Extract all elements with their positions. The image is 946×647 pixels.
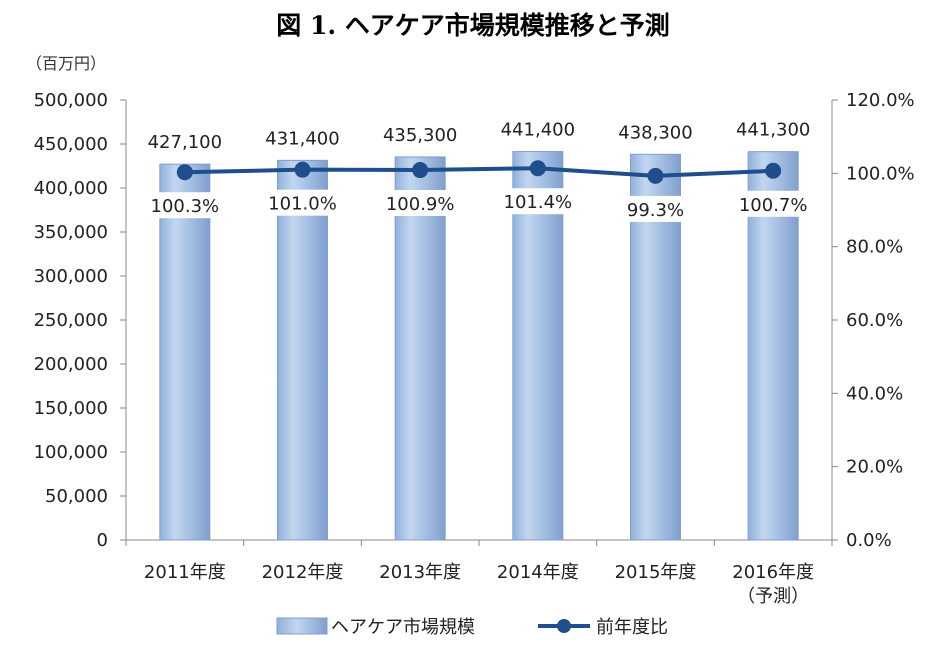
bar: [159, 163, 211, 541]
y-left-tick-label: 300,000: [34, 266, 108, 287]
line-label-bg: [624, 195, 687, 222]
legend-group: ヘアケア市場規模 前年度比: [276, 617, 668, 638]
bar-data-label: 441,400: [501, 120, 575, 141]
line-labels-group: 100.3% 101.0% 100.9% 101.4% 99.3% 100.7%: [147, 188, 811, 222]
bar-data-label: 435,300: [383, 125, 457, 146]
y-left-tick-label: 200,000: [34, 354, 108, 375]
bar-data-label: 431,400: [265, 128, 339, 149]
line-label-bg: [265, 189, 340, 216]
line-label-bg: [736, 190, 811, 217]
y-left-tick-label: 350,000: [34, 222, 108, 243]
line-data-label: 101.4%: [504, 192, 573, 213]
line-data-label: 100.9%: [386, 194, 455, 215]
y-right-tick-label: 60.0%: [846, 310, 903, 331]
bar-data-label: 441,300: [736, 120, 810, 141]
y-right-tick-label: 80.0%: [846, 237, 903, 258]
y-right-tick-label: 100.0%: [846, 163, 915, 184]
y-left-tick-label: 400,000: [34, 178, 108, 199]
y-left-tick-label: 500,000: [34, 90, 108, 111]
x-tick-label: 2011年度: [144, 562, 226, 583]
line-label-bg: [383, 190, 458, 217]
x-tick-label: 2013年度: [379, 562, 461, 583]
legend-bar-swatch: [276, 617, 328, 635]
y-left-tick-label: 50,000: [45, 486, 108, 507]
y-right-tick-label: 40.0%: [846, 383, 903, 404]
legend-bar-label: ヘアケア市場規模: [331, 617, 475, 638]
bar: [394, 156, 446, 541]
x-tick-label: 2015年度: [615, 562, 697, 583]
y-left-tick-label: 0: [97, 530, 108, 551]
y-right-tick-label: 120.0%: [846, 90, 915, 111]
bar-data-label: 438,300: [618, 122, 692, 143]
line-label-bg: [147, 192, 222, 219]
line-data-label: 99.3%: [627, 200, 684, 221]
unit-label: （百万円）: [26, 54, 107, 73]
y-left-tick-label: 150,000: [34, 398, 108, 419]
line-data-label: 100.3%: [151, 196, 220, 217]
y-right-tick-label: 0.0%: [846, 530, 892, 551]
x-tick-label: 2014年度: [497, 562, 579, 583]
line-point: [647, 167, 664, 184]
line-series-group: [176, 160, 782, 184]
line-data-label: 101.0%: [268, 194, 337, 215]
line-point: [529, 160, 546, 177]
legend-line-marker: [557, 619, 571, 633]
x-tick-sublabel: （予測）: [737, 586, 809, 607]
line-data-label: 100.7%: [739, 195, 808, 216]
line-label-bg: [500, 188, 575, 215]
legend-line-label: 前年度比: [596, 617, 668, 638]
bar-labels-group: 427,100 431,400 435,300 441,400 438,300 441,3…: [148, 120, 811, 154]
axes-group: 0 50,000 100,000 150,000 200,000 250,000 300,0…: [34, 90, 915, 607]
y-left-tick-label: 100,000: [34, 442, 108, 463]
y-left-tick-label: 250,000: [34, 310, 108, 331]
line-point: [412, 162, 429, 179]
line-point: [176, 164, 193, 181]
bar-series-group: [159, 151, 799, 541]
line-point: [765, 162, 782, 179]
y-right-tick-label: 20.0%: [846, 457, 903, 478]
line-series-path: [184, 166, 774, 178]
bar: [277, 159, 328, 541]
bar: [512, 151, 564, 541]
line-point: [294, 161, 311, 178]
x-tick-label: 2012年度: [262, 562, 344, 583]
y-left-tick-label: 450,000: [34, 134, 108, 155]
bar-data-label: 427,100: [148, 132, 222, 153]
x-tick-label: 2016年度: [732, 562, 814, 583]
chart-title: 図 1. ヘアケア市場規模推移と予測: [276, 11, 670, 40]
